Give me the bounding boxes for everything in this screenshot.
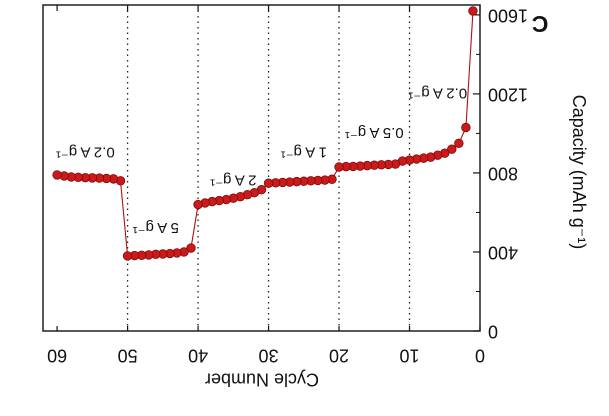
data-point	[186, 243, 196, 253]
data-point	[122, 251, 133, 261]
panel-label: C	[532, 11, 549, 37]
x-tick-label: 20	[329, 345, 349, 365]
y-tick-label: 0	[488, 321, 498, 341]
rate-label: 0.2 A g⁻¹	[408, 84, 467, 101]
data-point	[468, 6, 478, 16]
data-point	[454, 138, 464, 149]
data-point	[193, 199, 203, 210]
plot-frame	[42, 4, 481, 332]
rate-label: 1 A g⁻¹	[281, 144, 327, 161]
rate-label: 0.2 A g⁻¹	[56, 144, 115, 161]
x-tick-label: 50	[118, 345, 138, 365]
y-tick-label: 800	[488, 163, 518, 183]
y-tick-label: 1200	[488, 84, 528, 104]
data-point	[461, 122, 471, 133]
series-connector	[57, 10, 474, 257]
axes: 0 10 20 30 40 50 60 0 400 800 1200 1600 Cycle Number…	[42, 4, 589, 389]
x-axis-title: Cycle Number	[205, 369, 319, 389]
y-tick-label: 400	[488, 242, 518, 262]
data-point	[52, 170, 62, 180]
data-point	[447, 144, 457, 154]
rate-label: 5 A g⁻¹	[133, 219, 179, 236]
y-axis-title: Capacity (mAh g⁻¹)	[569, 95, 589, 250]
rate-label: 2 A g⁻¹	[210, 171, 256, 188]
series-points	[52, 6, 478, 261]
y-tick-label: 1600	[488, 5, 528, 25]
x-tick-label: 40	[188, 345, 208, 365]
rate-labels: 0.2 A g⁻¹ 0.5 A g⁻¹ 1 A g⁻¹ 2 A g⁻¹ 5 A g⁻¹ 0…	[56, 84, 467, 235]
x-tick-label: 30	[259, 345, 279, 365]
x-tick-label: 60	[47, 345, 67, 365]
rate-label: 0.5 A g⁻¹	[345, 124, 404, 141]
series-line	[57, 10, 474, 257]
x-tick-label: 0	[475, 345, 485, 365]
data-point	[263, 178, 274, 188]
data-point	[334, 162, 344, 172]
x-tick-label: 10	[400, 345, 420, 365]
